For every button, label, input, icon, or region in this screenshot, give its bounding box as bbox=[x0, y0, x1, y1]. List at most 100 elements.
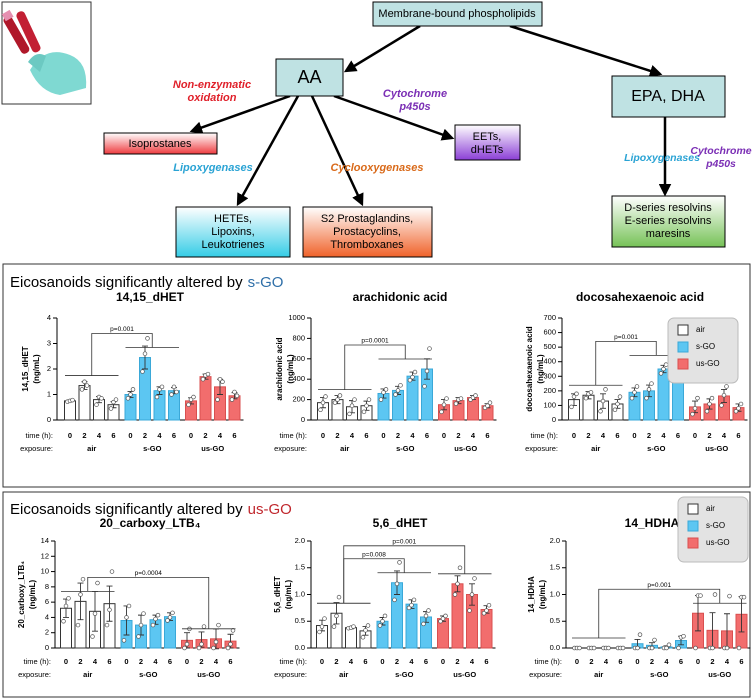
data-point bbox=[95, 580, 100, 586]
data-point bbox=[733, 409, 739, 414]
x-tick-label: 4 bbox=[97, 431, 102, 440]
data-point bbox=[736, 645, 742, 651]
data-point bbox=[719, 403, 724, 408]
node-label: Leukotrienes bbox=[202, 239, 265, 251]
legend-swatch bbox=[687, 503, 699, 515]
x-tick-label: 0 bbox=[632, 431, 636, 440]
data-point bbox=[632, 390, 637, 395]
node-label: EETs, bbox=[473, 131, 502, 143]
data-point bbox=[397, 560, 402, 565]
x-tick-label: 4 bbox=[661, 431, 666, 440]
group-label: s-GO bbox=[396, 444, 415, 453]
data-point bbox=[741, 594, 747, 600]
data-point bbox=[698, 593, 703, 598]
x-tick-label: 4 bbox=[410, 431, 415, 440]
data-point bbox=[225, 645, 231, 651]
data-point bbox=[406, 605, 412, 611]
data-point bbox=[377, 623, 383, 628]
data-point bbox=[426, 608, 431, 613]
data-point bbox=[649, 381, 654, 386]
data-point bbox=[381, 390, 386, 395]
panel-title: Eicosanoids significantly altered by us-G… bbox=[10, 501, 292, 518]
x-tick-label: 4 bbox=[157, 431, 162, 440]
y-axis-label: (ng/mL) bbox=[28, 580, 37, 610]
data-point bbox=[320, 400, 326, 405]
group-label: us-GO bbox=[197, 670, 220, 679]
group-label: s-GO bbox=[650, 670, 669, 679]
data-point bbox=[635, 645, 640, 651]
data-point bbox=[393, 392, 398, 397]
data-point bbox=[90, 634, 95, 639]
legend-swatch bbox=[677, 341, 689, 353]
data-point bbox=[392, 597, 397, 603]
data-point bbox=[347, 411, 352, 417]
legend-swatch bbox=[687, 520, 699, 532]
x-row-label: time (h): bbox=[279, 657, 307, 666]
data-point bbox=[649, 645, 655, 651]
x-tick-label: 6 bbox=[172, 431, 176, 440]
data-point bbox=[155, 612, 161, 618]
data-point bbox=[92, 611, 98, 616]
bar bbox=[199, 376, 212, 421]
data-point bbox=[130, 387, 136, 392]
x-tick-label: 0 bbox=[64, 657, 68, 666]
data-point bbox=[349, 403, 355, 408]
panel-title-text: Eicosanoids significantly altered by bbox=[10, 501, 243, 518]
data-point bbox=[439, 409, 444, 415]
data-point bbox=[646, 387, 652, 392]
data-point bbox=[455, 581, 460, 587]
data-point bbox=[141, 611, 146, 616]
data-point bbox=[424, 368, 430, 374]
data-point bbox=[412, 369, 418, 375]
data-point bbox=[588, 390, 594, 395]
edge-label: Cyclooxygenases bbox=[331, 162, 424, 174]
data-point bbox=[486, 602, 492, 608]
group-label: s-GO bbox=[139, 670, 158, 679]
y-tick-label: 0 bbox=[552, 415, 556, 424]
data-point bbox=[150, 622, 156, 628]
data-point bbox=[138, 622, 144, 628]
data-point bbox=[366, 397, 372, 402]
legend-label: air bbox=[696, 325, 705, 334]
x-tick-label: 2 bbox=[395, 657, 399, 666]
data-point bbox=[335, 397, 340, 402]
x-tick-label: 6 bbox=[679, 657, 683, 666]
data-point bbox=[165, 618, 170, 623]
data-point bbox=[681, 633, 686, 639]
data-point bbox=[453, 401, 459, 406]
edge-label: Cytochrome bbox=[383, 88, 447, 100]
data-point bbox=[322, 616, 327, 621]
y-tick-label: 0 bbox=[47, 415, 51, 424]
data-point bbox=[383, 387, 389, 392]
data-point bbox=[99, 396, 104, 401]
data-point bbox=[724, 384, 729, 389]
group-label: s-GO bbox=[395, 670, 414, 679]
bar bbox=[480, 608, 493, 649]
x-tick-label: 6 bbox=[111, 431, 115, 440]
x-tick-label: 2 bbox=[650, 657, 654, 666]
data-point bbox=[382, 613, 388, 619]
significance-bracket bbox=[317, 558, 431, 604]
data-point bbox=[61, 618, 66, 624]
x-tick-label: 4 bbox=[601, 431, 606, 440]
data-point bbox=[136, 634, 141, 639]
panel-title-highlight: us-GO bbox=[248, 501, 292, 518]
x-tick-label: 2 bbox=[707, 431, 711, 440]
group-label: us-GO bbox=[454, 444, 477, 453]
data-point bbox=[473, 393, 478, 398]
node-label: Prostacyclins, bbox=[333, 226, 401, 238]
y-axis-label: arachidonic acid bbox=[275, 337, 284, 400]
legend-label: air bbox=[706, 504, 715, 513]
data-point bbox=[721, 392, 727, 398]
node-label: dHETs bbox=[471, 144, 504, 156]
data-point bbox=[569, 404, 574, 410]
y-tick-label: 2.0 bbox=[550, 536, 560, 545]
y-tick-label: 1.5 bbox=[550, 563, 560, 572]
data-point bbox=[332, 400, 338, 405]
legend-swatch bbox=[687, 537, 699, 549]
bar bbox=[153, 390, 166, 421]
data-point bbox=[615, 401, 620, 407]
x-tick-label: 0 bbox=[442, 431, 446, 440]
p-value: p=0.001 bbox=[614, 334, 638, 341]
x-tick-label: 4 bbox=[153, 657, 158, 666]
